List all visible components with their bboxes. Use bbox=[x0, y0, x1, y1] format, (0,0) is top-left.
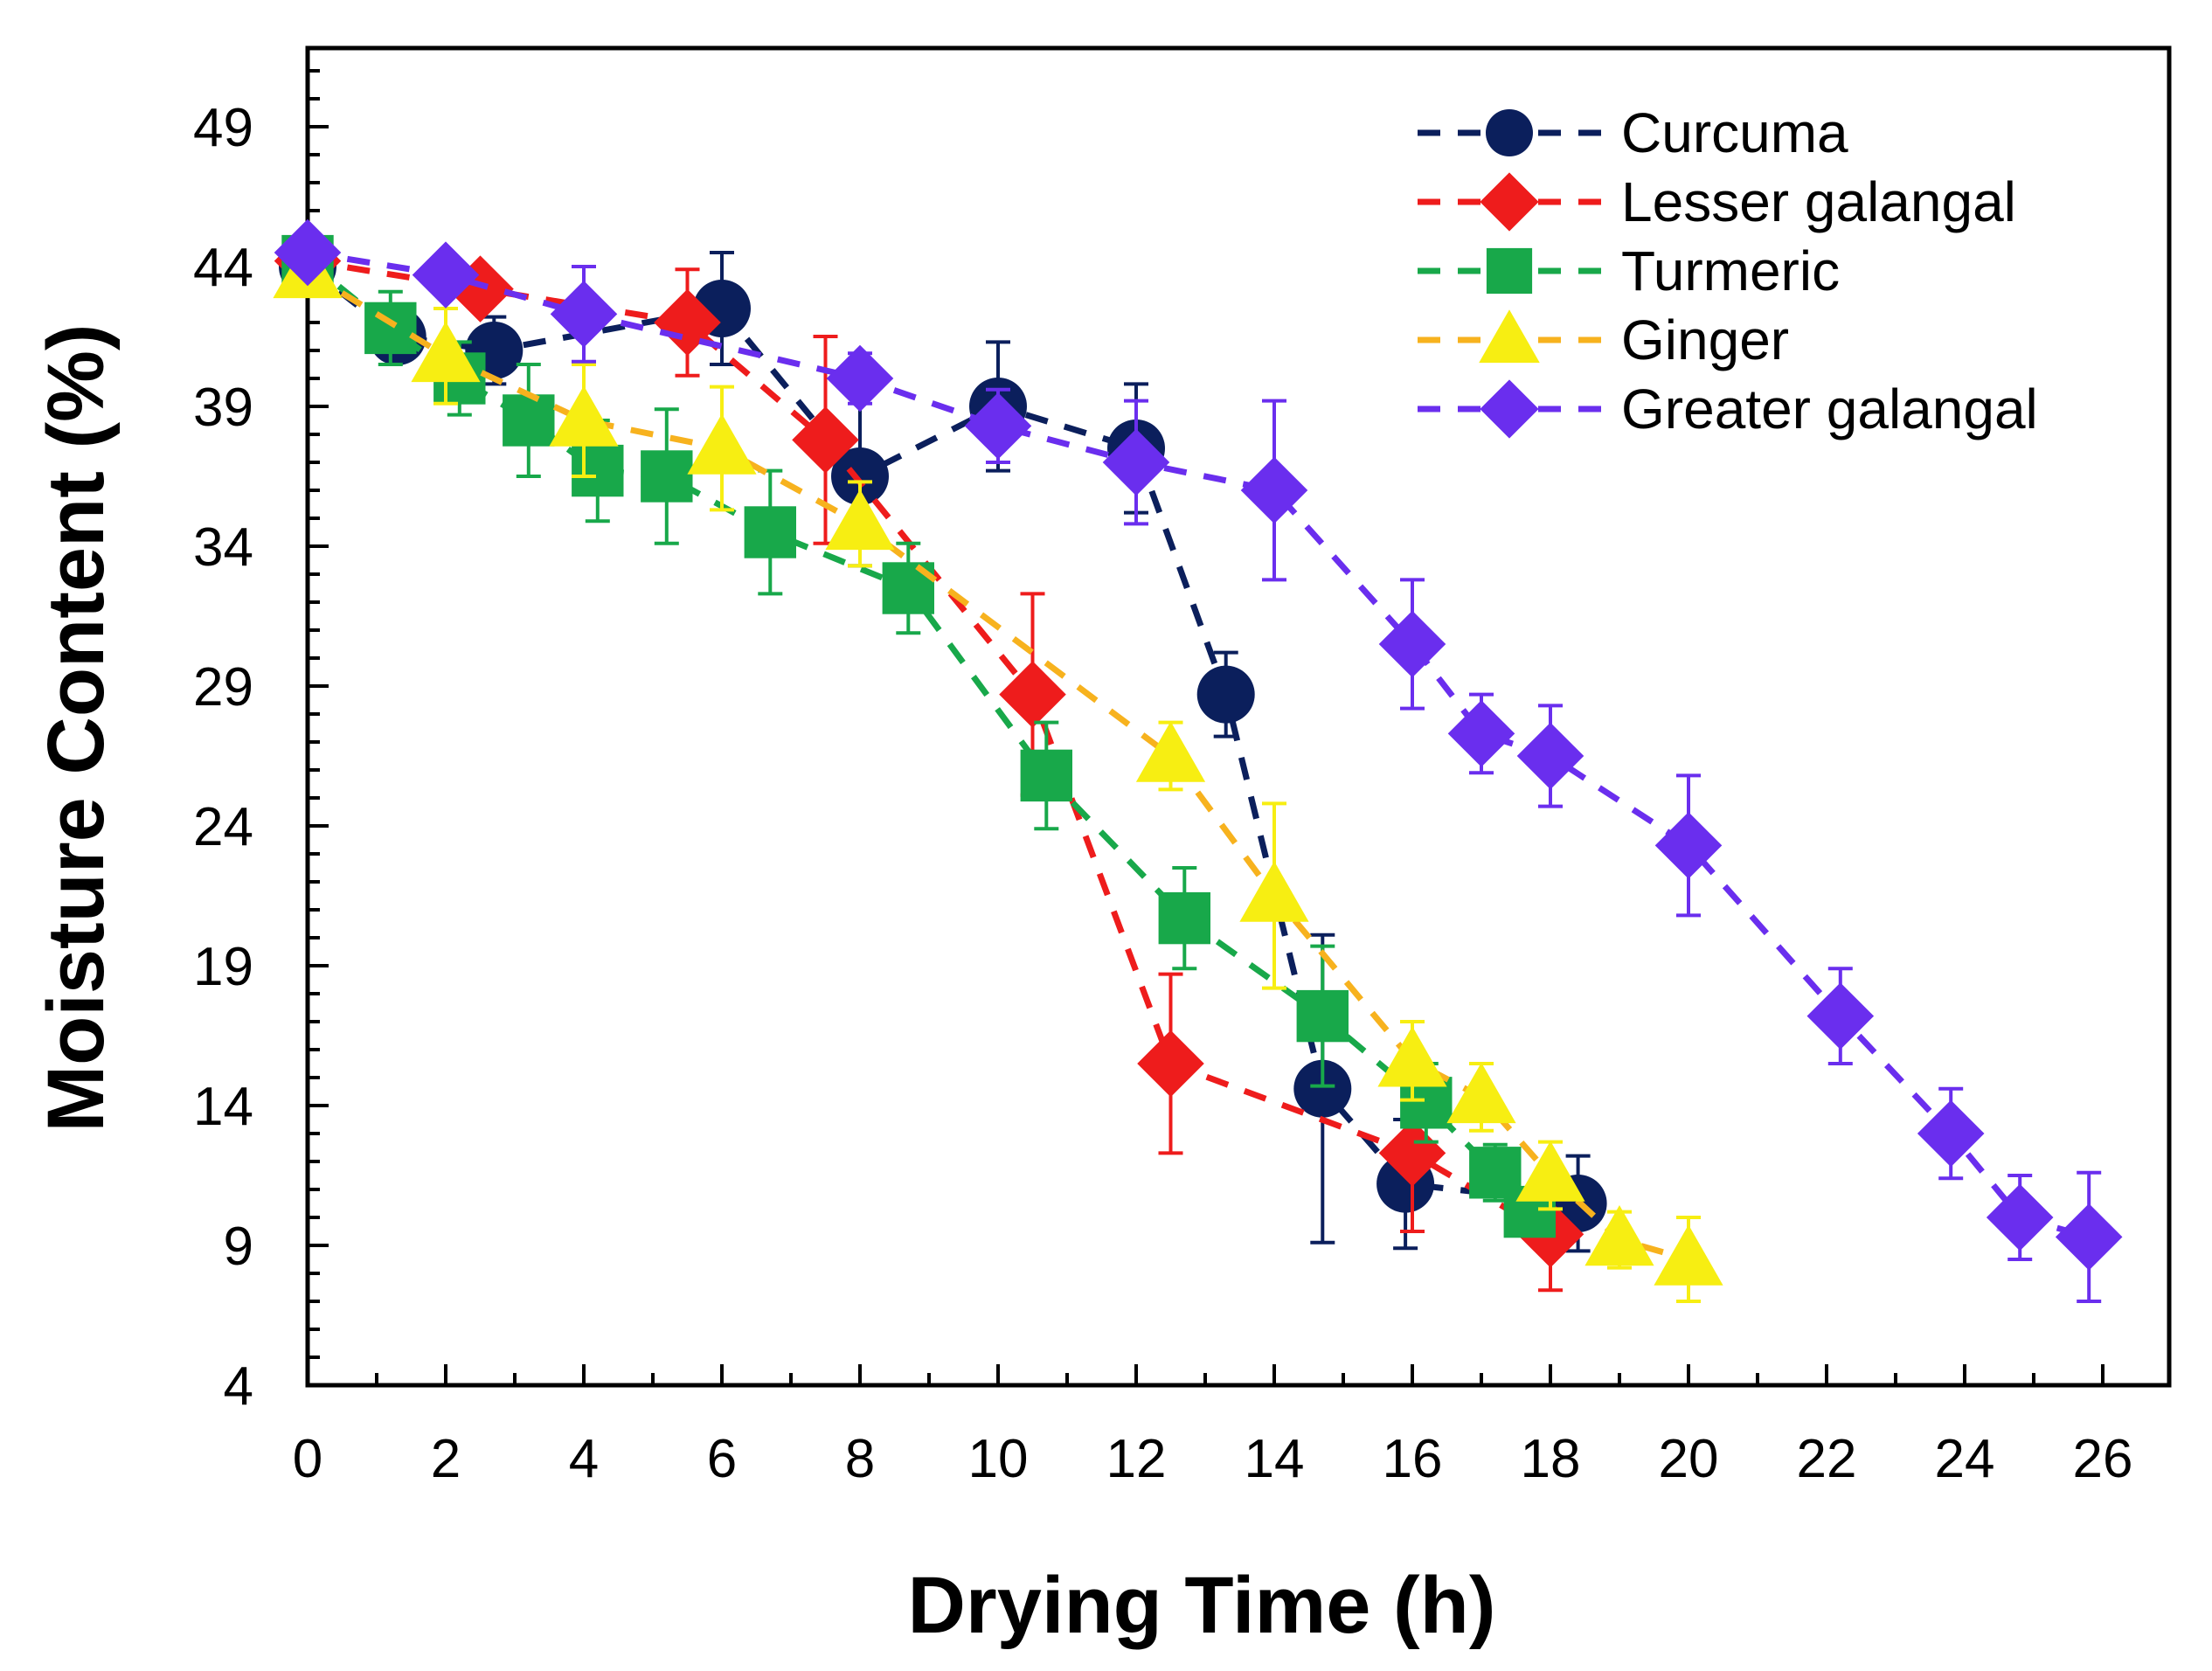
legend-label: Lesser galangal bbox=[1621, 170, 2016, 233]
x-tick-label: 8 bbox=[845, 1429, 875, 1489]
data-point bbox=[411, 321, 481, 383]
data-point bbox=[1584, 1205, 1654, 1266]
data-point bbox=[274, 218, 342, 287]
data-point bbox=[1654, 812, 1723, 879]
data-point bbox=[1135, 721, 1206, 782]
data-point bbox=[999, 661, 1066, 728]
x-tick-label: 16 bbox=[1383, 1429, 1443, 1489]
data-point bbox=[503, 394, 555, 447]
x-axis-title: Drying Time (h) bbox=[907, 1561, 1495, 1650]
legend-item-turmeric: Turmeric bbox=[1418, 239, 1840, 302]
data-point bbox=[964, 392, 1032, 460]
x-tick-label: 18 bbox=[1521, 1429, 1581, 1489]
data-point bbox=[1020, 749, 1072, 802]
legend-label: Turmeric bbox=[1621, 239, 1840, 302]
x-tick-label: 22 bbox=[1797, 1429, 1857, 1489]
legend-label: Curcuma bbox=[1621, 101, 1848, 164]
data-point bbox=[1917, 1099, 1985, 1168]
legend-marker bbox=[1486, 247, 1533, 295]
data-point bbox=[412, 241, 480, 309]
legend-item-ginger: Ginger bbox=[1418, 309, 1789, 371]
data-point bbox=[687, 413, 757, 475]
data-point bbox=[654, 288, 721, 357]
data-point bbox=[550, 281, 618, 348]
x-tick-label: 10 bbox=[968, 1429, 1029, 1489]
legend-item-curcuma: Curcuma bbox=[1418, 101, 1848, 164]
y-axis-title: Moisture Content (%) bbox=[31, 323, 121, 1132]
data-point bbox=[792, 406, 859, 474]
x-tick-label: 6 bbox=[707, 1429, 737, 1489]
data-point bbox=[2055, 1203, 2123, 1271]
data-point bbox=[826, 344, 894, 413]
legend-label: Ginger bbox=[1621, 309, 1789, 371]
data-point bbox=[1137, 1030, 1204, 1098]
data-point bbox=[641, 450, 693, 503]
data-point bbox=[1102, 428, 1170, 496]
data-point bbox=[1239, 861, 1309, 922]
data-point bbox=[1447, 700, 1515, 767]
y-tick-label: 49 bbox=[193, 98, 253, 158]
legend-marker bbox=[1479, 309, 1540, 364]
plot-area-frame bbox=[305, 45, 2172, 1388]
y-tick-label: 39 bbox=[193, 378, 253, 438]
x-tick-label: 0 bbox=[293, 1429, 322, 1489]
y-tick-label: 34 bbox=[193, 517, 253, 578]
data-point bbox=[1654, 1224, 1723, 1286]
legend-item-lesser-galangal: Lesser galangal bbox=[1418, 170, 2016, 233]
legend-marker bbox=[1480, 172, 1539, 232]
data-point bbox=[1515, 1141, 1585, 1202]
data-point bbox=[1378, 1120, 1446, 1187]
x-tick-label: 12 bbox=[1106, 1429, 1167, 1489]
data-point bbox=[364, 302, 417, 355]
legend-marker bbox=[1480, 379, 1539, 439]
data-point bbox=[1516, 722, 1584, 790]
y-tick-label: 4 bbox=[224, 1356, 253, 1417]
x-tick-label: 14 bbox=[1245, 1429, 1305, 1489]
y-tick-label: 29 bbox=[193, 657, 253, 718]
series-turmeric bbox=[281, 234, 1556, 1238]
x-tick-label: 4 bbox=[569, 1429, 599, 1489]
series-line bbox=[307, 258, 1552, 1238]
y-tick-label: 44 bbox=[193, 238, 253, 298]
legend-item-greater-galangal: Greater galangal bbox=[1418, 378, 2038, 440]
data-point bbox=[1196, 665, 1255, 724]
data-point bbox=[1377, 1026, 1447, 1087]
data-point bbox=[1378, 610, 1446, 678]
data-point bbox=[1240, 456, 1308, 524]
data-point bbox=[1986, 1183, 2054, 1252]
series-line bbox=[305, 258, 1532, 1214]
legend-label: Greater galangal bbox=[1621, 378, 2038, 440]
x-axis-ticks: 0 2 4 6 8 10 12 14 16 18 20 22 24 26 bbox=[293, 1364, 2133, 1489]
legend-marker bbox=[1486, 109, 1533, 156]
data-point bbox=[1296, 989, 1349, 1043]
data-point bbox=[825, 489, 895, 551]
series-line bbox=[307, 249, 2091, 1240]
data-point bbox=[549, 385, 619, 447]
data-point bbox=[1158, 891, 1210, 945]
x-tick-label: 2 bbox=[431, 1429, 461, 1489]
y-tick-label: 9 bbox=[224, 1217, 253, 1277]
data-point bbox=[831, 447, 889, 505]
x-tick-label: 26 bbox=[2073, 1429, 2133, 1489]
series-layer bbox=[273, 218, 2123, 1303]
data-point bbox=[1293, 1059, 1352, 1118]
data-point bbox=[572, 444, 624, 497]
series-greater-galangal bbox=[274, 218, 2123, 1303]
y-tick-label: 24 bbox=[193, 797, 253, 857]
data-point bbox=[1446, 1062, 1516, 1124]
y-tick-label: 19 bbox=[193, 937, 253, 997]
y-tick-label: 14 bbox=[193, 1077, 253, 1137]
data-point bbox=[744, 506, 796, 558]
x-tick-label: 20 bbox=[1659, 1429, 1719, 1489]
series-ginger bbox=[273, 237, 1723, 1303]
data-point bbox=[1806, 982, 1875, 1050]
x-tick-label: 24 bbox=[1935, 1429, 1995, 1489]
